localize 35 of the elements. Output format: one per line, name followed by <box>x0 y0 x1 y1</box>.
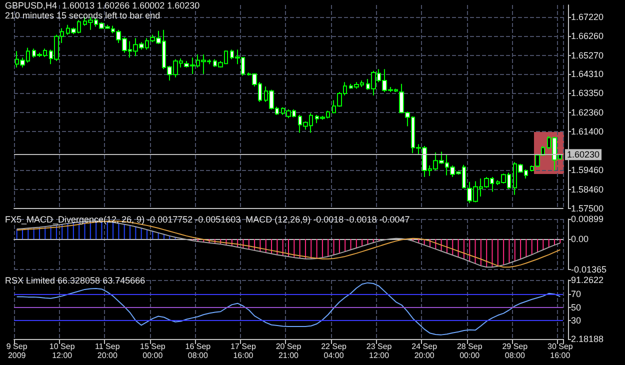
x-tick-label: 23 Sep 12:00 <box>366 342 392 360</box>
chart-title: GBPUSD,H4 1.60013 1.60266 1.60002 1.60230 <box>5 0 200 10</box>
text: 210 minutes 15 seconds left to bar end <box>5 10 160 20</box>
y-tick-label: 1.66260 <box>571 30 604 41</box>
y-tick-label: 30 <box>571 316 582 326</box>
y-tick-label: 1.62360 <box>571 108 604 118</box>
y-tick-label: -0.01365 <box>571 264 607 274</box>
x-tick-label: 22 Sep 04:00 <box>321 342 348 360</box>
x-tick-label: 10 Sep 12:00 <box>49 342 76 360</box>
x-tick-label: 16 Sep 08:00 <box>185 342 212 360</box>
y-tick-label: 1.58460 <box>571 184 604 195</box>
y-tick-label: 91.2622 <box>571 275 604 285</box>
x-tick-label: 20 Sep 21:00 <box>276 342 302 360</box>
y-tick-label: 50 <box>571 302 582 312</box>
y-tick-label: 0.00899 <box>571 214 604 224</box>
y-tick-label: 1.59460 <box>571 164 604 175</box>
y-tick-label: 1.67220 <box>571 12 604 22</box>
x-tick-label: 28 Sep 00:00 <box>456 342 483 360</box>
y-tick-label: 1.64310 <box>571 69 604 80</box>
x-tick-label: 30 Sep 16:00 <box>547 342 574 360</box>
x-tick-label: 15 Sep 00:00 <box>140 342 166 360</box>
y-tick-label: 1.65270 <box>571 50 604 60</box>
ref-line-label: 1.60230 <box>567 150 600 160</box>
x-tick-label: 9 Sep 2009 <box>6 342 28 360</box>
y-tick-label: 70 <box>571 289 582 300</box>
x-tick-label: 24 Sep 20:00 <box>412 342 438 360</box>
y-tick-label: 1.63350 <box>571 88 604 98</box>
y-tick-label: 1.61400 <box>571 126 604 137</box>
chart-title: RSX Limited 66.328058 63.745666 <box>5 276 146 286</box>
y-tick-label: 2.18188 <box>571 334 604 344</box>
x-tick-label: 29 Sep 08:00 <box>502 342 528 360</box>
y-tick-label: 0.00 <box>571 234 589 244</box>
y-tick-label: 1.57500 <box>571 204 604 214</box>
x-tick-label: 11 Sep 20:00 <box>95 342 120 360</box>
x-tick-label: 17 Sep 16:00 <box>230 342 256 360</box>
